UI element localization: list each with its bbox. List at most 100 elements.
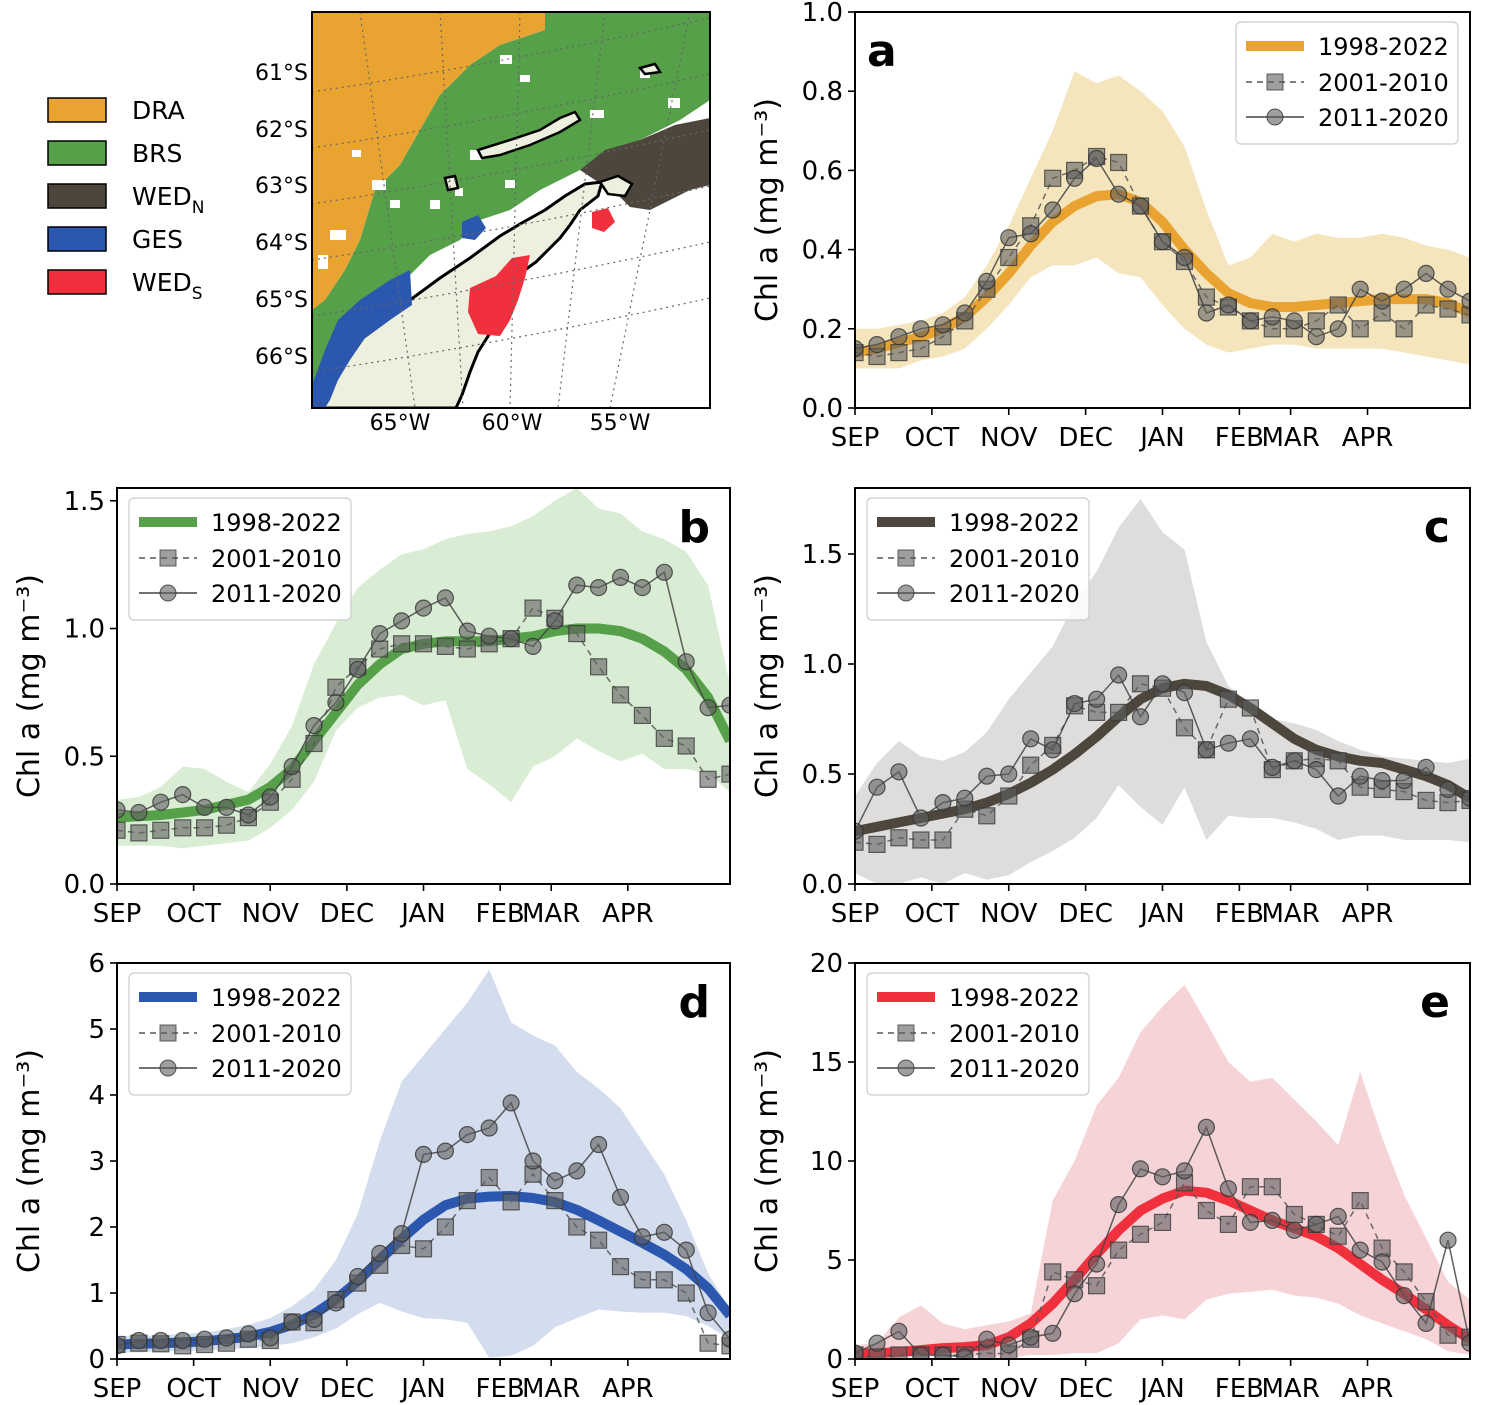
series-point-2011-2020: [1109, 185, 1128, 203]
chart-legend: 1998-2022 2001-2010 2011-2020: [128, 497, 352, 621]
series-point-2011-2020: [934, 316, 952, 334]
legend-label-1998-2022: 1998-2022: [1318, 33, 1449, 61]
legend-marker-2001-2010: [897, 549, 915, 567]
legend-label-main: GES: [132, 225, 183, 254]
series-point-2001-2010: [458, 1191, 476, 1210]
series-point-2001-2010: [721, 765, 730, 783]
legend-label-2011-2020: 2011-2020: [949, 580, 1080, 608]
series-point-2001-2010: [436, 637, 454, 656]
legend-marker-2001-2010: [1266, 73, 1284, 91]
legend-swatch-wedn: [47, 183, 107, 209]
y-tick-label: 1.0: [802, 650, 843, 680]
series-point-2001-2010: [633, 706, 652, 725]
series-point-2011-2020: [1351, 280, 1369, 298]
legend-label-2011-2020: 2011-2020: [211, 1055, 342, 1083]
series-point-2011-2020: [978, 272, 996, 290]
map-lat-label-64: 64°S: [255, 231, 308, 256]
x-tick-label: APR: [1342, 1374, 1394, 1404]
series-point-2011-2020: [1153, 675, 1172, 693]
legend-marker-2001-2010: [159, 1024, 177, 1042]
legend-label-2001-2010: 2001-2010: [949, 545, 1080, 573]
x-tick-label: NOV: [242, 899, 299, 929]
series-point-2011-2020: [1000, 229, 1018, 247]
series-point-2011-2020: [152, 793, 170, 811]
series-point-2001-2010: [677, 1284, 695, 1302]
x-tick-label: APR: [602, 899, 654, 929]
chart-legend: 1998-2022 2001-2010 2011-2020: [866, 972, 1090, 1096]
series-point-2011-2020: [1329, 320, 1347, 338]
legend-box: [128, 497, 352, 621]
series-point-2011-2020: [1044, 741, 1062, 759]
x-tick-label: MAR: [1261, 423, 1319, 453]
series-point-2011-2020: [1197, 304, 1216, 322]
panel-letter: e: [1420, 977, 1450, 1028]
series-point-2001-2010: [480, 1168, 498, 1187]
x-tick-label: JAN: [1138, 423, 1184, 453]
y-tick-label: 0.4: [802, 236, 843, 266]
series-point-2011-2020: [633, 1228, 652, 1246]
x-tick-label: NOV: [980, 899, 1037, 929]
series-point-2011-2020: [1307, 1215, 1325, 1234]
y-tick-label: 3: [88, 1147, 105, 1177]
series-point-2001-2010: [1087, 1277, 1106, 1295]
series-point-2011-2020: [1131, 197, 1150, 215]
series-point-2011-2020: [677, 653, 695, 671]
series-point-2011-2020: [1000, 1336, 1018, 1354]
series-point-2011-2020: [414, 599, 433, 617]
series-point-2001-2010: [217, 816, 236, 834]
y-tick-label: 10: [810, 1147, 843, 1177]
series-point-2011-2020: [152, 1331, 170, 1350]
map-region-ges-small: [462, 215, 486, 240]
series-point-2011-2020: [1131, 708, 1150, 726]
series-point-2011-2020: [283, 1313, 301, 1331]
series-point-2001-2010: [1395, 1263, 1413, 1281]
series-point-2011-2020: [1461, 292, 1470, 310]
series-point-2001-2010: [589, 1231, 608, 1249]
series-point-2011-2020: [174, 1331, 192, 1350]
series-point-2001-2010: [890, 829, 908, 847]
series-point-2001-2010: [589, 658, 608, 676]
legend-label-2001-2010: 2001-2010: [211, 1020, 342, 1048]
series-point-2011-2020: [1263, 308, 1281, 326]
series-point-2001-2010: [1131, 675, 1150, 693]
series-point-2011-2020: [305, 1310, 323, 1329]
map-frame: [311, 11, 711, 409]
series-point-2011-2020: [261, 788, 279, 806]
series-point-2011-2020: [1329, 787, 1347, 805]
legend-marker-2011-2020: [159, 1059, 177, 1077]
series-point-2011-2020: [1219, 296, 1238, 314]
series-point-2001-2010: [546, 1191, 564, 1210]
series-point-2011-2020: [1439, 280, 1457, 298]
legend-swatch-weds: [47, 269, 107, 295]
series-point-2011-2020: [721, 1330, 730, 1348]
series-point-2011-2020: [1461, 1334, 1470, 1352]
series-point-2001-2010: [978, 807, 996, 825]
series-point-2011-2020: [568, 1162, 586, 1180]
x-tick-label: NOV: [242, 1374, 299, 1404]
series-point-2011-2020: [890, 1322, 908, 1340]
map-body: [312, 12, 710, 408]
series-point-2011-2020: [699, 699, 717, 717]
map-region-brs: [312, 12, 710, 390]
series-point-2011-2020: [1417, 1314, 1435, 1333]
series-point-2001-2010: [868, 835, 886, 854]
series-point-2011-2020: [458, 622, 476, 640]
series-point-2011-2020: [1087, 149, 1106, 168]
series-point-2011-2020: [1329, 1207, 1347, 1226]
series-point-2011-2020: [1219, 734, 1238, 752]
series-point-2011-2020: [890, 328, 908, 346]
series-point-2001-2010: [1153, 1213, 1172, 1232]
series-point-2011-2020: [912, 320, 930, 338]
series-point-2011-2020: [611, 1188, 630, 1206]
x-tick-label: OCT: [905, 899, 960, 929]
series-point-2011-2020: [868, 336, 886, 354]
series-point-2001-2010: [699, 770, 717, 788]
map-panel: 61°S 62°S 63°S 64°S 65°S 66°S 65°W 60°W …: [255, 11, 711, 436]
series-point-2011-2020: [1197, 741, 1216, 759]
series-point-2001-2010: [524, 599, 542, 617]
x-tick-label: MAR: [522, 899, 580, 929]
map-lat-label-61: 61°S: [255, 61, 308, 86]
x-tick-label: MAR: [1261, 1374, 1319, 1404]
legend-label-ges: GES: [132, 225, 183, 254]
legend-label-main: BRS: [132, 139, 182, 168]
